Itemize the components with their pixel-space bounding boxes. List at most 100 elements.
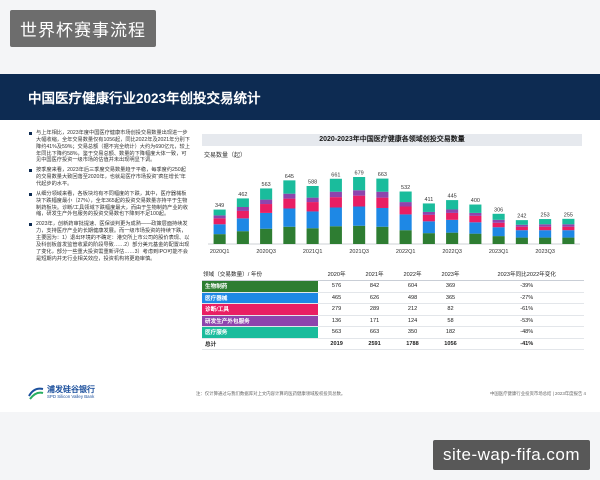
bar-segment-医疗器械: [446, 219, 459, 233]
bar-segment-医疗服务: [515, 220, 528, 225]
table-category-cell: 诊断/工具: [202, 303, 318, 316]
x-tick-label: 2020Q3: [256, 249, 276, 255]
table-cell: 82: [431, 303, 470, 316]
bar-segment-研发生产外包服务: [446, 209, 459, 213]
table-header: 2022年: [393, 268, 432, 281]
x-tick-label: 2023Q3: [535, 249, 555, 255]
bar-segment-医疗服务: [236, 198, 249, 207]
bar-segment-诊断/工具: [515, 226, 528, 231]
bar-segment-医疗服务: [469, 204, 482, 213]
table-cell: -61%: [469, 303, 584, 316]
bar-segment-研发生产外包服务: [306, 197, 319, 203]
table-cell: 289: [355, 303, 394, 316]
table-cell: 365: [431, 292, 470, 304]
table-category-cell: 医疗服务: [202, 326, 318, 339]
bullet-3: 从细分领域来看，各板块均有不同幅度的下跌，其中，医疗器械板块下跌幅度最小（27%…: [28, 191, 190, 218]
bar-segment-诊断/工具: [329, 197, 342, 208]
table-total-cell: 2591: [355, 338, 394, 350]
bar-segment-诊断/工具: [283, 198, 296, 209]
bar-segment-医疗服务: [329, 178, 342, 192]
bar-segment-医疗器械: [213, 224, 226, 235]
table-row: 生物制药 576 842 604 369 -39%: [202, 280, 584, 293]
bar-segment-医疗器械: [353, 206, 366, 226]
table-cell: 604: [393, 280, 432, 293]
table-category-cell: 研发生产外包服务: [202, 315, 318, 327]
watermark: site-wap-fifa.com: [433, 440, 590, 470]
bar-segment-生物制药: [492, 236, 505, 244]
bar-segment-医疗器械: [399, 214, 412, 231]
table-row: 诊断/工具 279 289 212 82 -61%: [202, 303, 584, 316]
table-total-label: 总计: [202, 338, 318, 350]
table-cell: 663: [355, 326, 394, 339]
bar-segment-诊断/工具: [213, 218, 226, 225]
bar-segment-研发生产外包服务: [539, 224, 552, 227]
bar-total-label: 679: [355, 171, 364, 177]
bar-segment-医疗器械: [562, 230, 575, 238]
bar-segment-医疗器械: [376, 207, 389, 227]
bar-segment-研发生产外包服务: [283, 193, 296, 199]
table-cell: 279: [317, 303, 356, 316]
table-row: 研发生产外包服务 136 171 124 58 -53%: [202, 315, 584, 327]
bar-total-label: 400: [471, 198, 480, 204]
bar-segment-诊断/工具: [539, 226, 552, 231]
bar-segment-医疗器械: [422, 221, 435, 234]
table-cell: 182: [431, 326, 470, 339]
bar-segment-诊断/工具: [376, 197, 389, 208]
top-label: 世界杯赛事流程: [10, 10, 156, 47]
chart-title: 2020-2023年中国医疗健康各领域创投交易数量: [202, 134, 582, 146]
table-cell: -53%: [469, 315, 584, 327]
table-header: 2020年: [317, 268, 356, 281]
table-cell: 171: [355, 315, 394, 327]
bar-total-label: 532: [401, 185, 410, 191]
bar-segment-研发生产外包服务: [399, 202, 412, 207]
logo-sub: SPD Silicon Valley Bank: [47, 394, 95, 400]
x-tick-label: 2021Q3: [349, 249, 369, 255]
table-header: 2023年同比2022年变化: [469, 268, 584, 281]
bar-segment-生物制药: [422, 233, 435, 244]
table-cell: -48%: [469, 326, 584, 339]
bar-total-label: 306: [494, 207, 503, 213]
x-tick-label: 2022Q1: [396, 249, 416, 255]
bar-segment-诊断/工具: [399, 206, 412, 215]
bar-segment-医疗服务: [213, 209, 226, 216]
slide-title: 中国医疗健康行业2023年创投交易统计: [28, 91, 261, 106]
bar-total-label: 349: [215, 203, 224, 209]
bar-segment-医疗器械: [515, 230, 528, 238]
table-total-cell: 1056: [431, 338, 470, 350]
table-cell: 212: [393, 303, 432, 316]
bar-segment-医疗器械: [329, 207, 342, 227]
bar-segment-医疗服务: [353, 177, 366, 191]
bar-segment-研发生产外包服务: [422, 211, 435, 215]
bar-segment-研发生产外包服务: [492, 219, 505, 223]
bar-segment-医疗服务: [399, 191, 412, 203]
table-category-cell: 医疗器械: [202, 292, 318, 304]
bar-segment-医疗服务: [422, 203, 435, 212]
bullet-4: 2023年，创新药审批提速、医保谈判更为成熟——政策层面持续发力，支持医疗产业的…: [28, 221, 190, 262]
bar-segment-诊断/工具: [422, 214, 435, 222]
slide: 中国医疗健康行业2023年创投交易统计 与上年相比，2023年度中国医疗健康市场…: [0, 74, 600, 412]
bar-segment-医疗服务: [492, 213, 505, 220]
table-cell: 465: [317, 292, 356, 304]
bar-total-label: 445: [448, 194, 457, 200]
table-header-row: 领域（交易数量）/ 年份 2020年 2021年 2022年 2023年 202…: [202, 268, 584, 281]
bar-segment-医疗器械: [492, 227, 505, 237]
bar-segment-医疗器械: [469, 222, 482, 234]
bar-segment-医疗服务: [446, 200, 459, 210]
table-cell: 563: [317, 326, 356, 339]
bar-segment-生物制药: [562, 237, 575, 244]
bullet-1: 与上年相比，2023年度中国医疗健康市场创投交易数量出现进一步大幅收缩，全年交易…: [28, 130, 190, 164]
bar-segment-诊断/工具: [469, 215, 482, 223]
table-cell: -39%: [469, 280, 584, 293]
bar-segment-生物制药: [515, 237, 528, 244]
bullet-2: 按季度来看，2023年后三季度交易数量趋于平稳，每季度约250起的交易数量大致回…: [28, 167, 190, 188]
bar-total-label: 253: [541, 213, 550, 219]
bar-segment-诊断/工具: [353, 195, 366, 207]
bar-segment-生物制药: [329, 226, 342, 244]
table-header: 领域（交易数量）/ 年份: [202, 268, 318, 281]
x-tick-label: 2021Q1: [303, 249, 323, 255]
summary-bullets: 与上年相比，2023年度中国医疗健康市场创投交易数量出现进一步大幅收缩，全年交易…: [28, 130, 190, 265]
x-tick-label: 2023Q1: [489, 249, 509, 255]
bar-segment-研发生产外包服务: [376, 191, 389, 198]
slide-header: 中国医疗健康行业2023年创投交易统计: [0, 74, 600, 120]
table-cell: 498: [393, 292, 432, 304]
